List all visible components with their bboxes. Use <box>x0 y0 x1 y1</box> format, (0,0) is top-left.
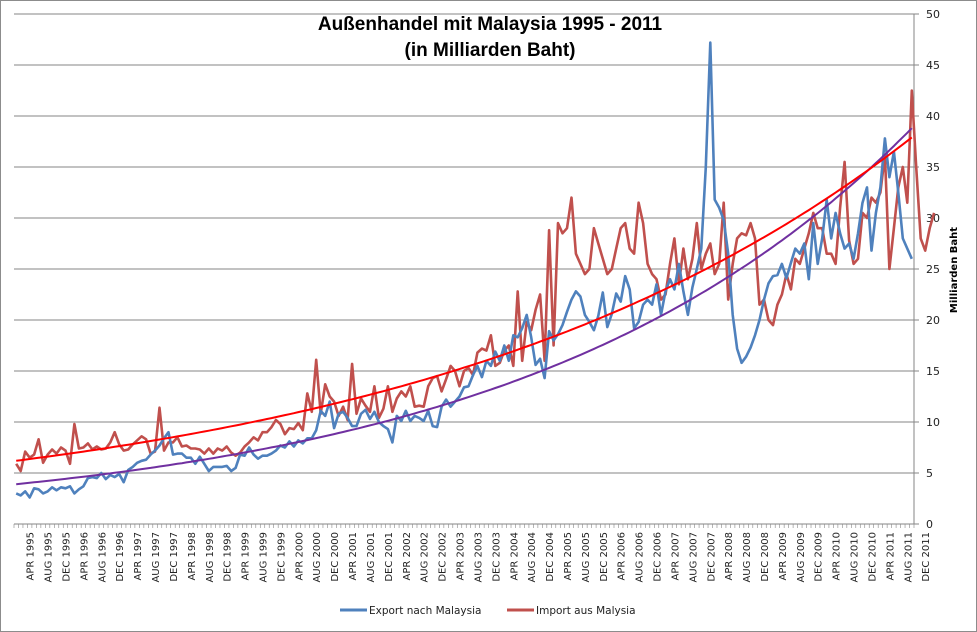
x-tick-label: AUG 1995 <box>44 532 55 583</box>
x-tick-label: APR 2005 <box>563 532 574 580</box>
x-tick-label: DEC 1996 <box>115 532 126 582</box>
x-tick-label: AUG 2007 <box>688 532 699 583</box>
y-tick-label: 20 <box>926 314 940 327</box>
x-tick-label: DEC 2005 <box>599 532 610 582</box>
trendline-trend-export <box>16 127 913 486</box>
x-tick-label: APR 2006 <box>617 532 628 580</box>
x-tick-label: DEC 1999 <box>276 532 287 582</box>
y-tick-label: 5 <box>926 467 933 480</box>
chart-title: Außenhandel mit Malaysia 1995 - 2011 (in… <box>230 12 750 64</box>
x-tick-label: APR 2010 <box>832 532 843 580</box>
legend-label-import: Import aus Malysia <box>536 605 636 617</box>
x-tick-label: APR 2009 <box>778 532 789 580</box>
x-tick-label: AUG 2006 <box>635 532 646 583</box>
x-tick-label: AUG 2011 <box>903 532 914 583</box>
x-tick-label: AUG 1996 <box>97 532 108 583</box>
series-lines <box>15 41 936 499</box>
y-tick-label: 50 <box>926 8 940 21</box>
y-tick-label: 15 <box>926 365 940 378</box>
x-tick-label: APR 2003 <box>456 532 467 580</box>
x-tick-label: DEC 2008 <box>760 532 771 582</box>
x-tick-label: DEC 2011 <box>921 532 932 582</box>
y-tick-label: 10 <box>926 416 940 429</box>
x-tick-label: APR 1998 <box>187 532 198 580</box>
x-axis: APR 1995 AUG 1995 DEC 1995 APR 1996 AUG 1996… <box>13 523 932 583</box>
chart-subtitle: (in Milliarden Baht) <box>404 40 576 61</box>
trendline-trend-import <box>16 136 913 462</box>
x-tick-label: DEC 1998 <box>223 532 234 582</box>
x-tick-label: AUG 2000 <box>312 532 323 583</box>
x-tick-label: AUG 1998 <box>205 532 216 583</box>
x-tick-label: AUG 2003 <box>473 532 484 583</box>
x-tick-label: DEC 2001 <box>384 532 395 582</box>
x-tick-label: DEC 1997 <box>169 532 180 582</box>
y-tick-label: 45 <box>926 59 940 72</box>
trendlines <box>16 127 913 486</box>
x-tick-label: AUG 2005 <box>581 532 592 583</box>
x-tick-label: DEC 2006 <box>653 532 664 582</box>
x-tick-label: APR 2000 <box>294 532 305 580</box>
x-tick-label: AUG 2008 <box>742 532 753 583</box>
x-tick-label: DEC 2003 <box>491 532 502 582</box>
y-tick-label: 0 <box>926 518 933 531</box>
legend-label-export: Export nach Malaysia <box>369 605 481 617</box>
x-tick-label: AUG 2002 <box>420 532 431 583</box>
x-tick-label: AUG 1999 <box>259 532 270 583</box>
x-tick-label: APR 2001 <box>348 532 359 580</box>
x-tick-label: APR 1996 <box>79 532 90 580</box>
legend: Export nach Malaysia Import aus Malysia <box>340 605 636 617</box>
series-line-export <box>15 41 913 499</box>
x-tick-label: DEC 2002 <box>438 532 449 582</box>
x-tick-label: APR 2004 <box>509 532 520 580</box>
x-tick-label: APR 1999 <box>241 532 252 580</box>
x-tick-label: AUG 2001 <box>366 532 377 583</box>
x-tick-label: APR 2008 <box>724 532 735 580</box>
y-tick-label: 35 <box>926 161 940 174</box>
x-tick-label: APR 1995 <box>26 532 37 580</box>
x-tick-label: AUG 2009 <box>796 532 807 583</box>
x-tick-label: APR 2011 <box>885 532 896 580</box>
chart-title-main: Außenhandel mit Malaysia 1995 - 2011 <box>317 14 663 35</box>
x-tick-label: DEC 2007 <box>706 532 717 582</box>
x-tick-label: DEC 2000 <box>330 532 341 582</box>
x-tick-label: DEC 1995 <box>61 532 72 582</box>
x-tick-label: APR 2007 <box>670 532 681 580</box>
x-tick-label: AUG 2010 <box>850 532 861 583</box>
x-tick-label: AUG 2004 <box>527 532 538 583</box>
x-tick-label: APR 2002 <box>402 532 413 580</box>
x-tick-label: DEC 2009 <box>814 532 825 582</box>
y-tick-label: 25 <box>926 263 940 276</box>
x-tick-label: AUG 1997 <box>151 532 162 583</box>
series-line-import <box>15 89 936 473</box>
x-tick-label: DEC 2010 <box>867 532 878 582</box>
y-axis-label: Milliarden Baht <box>949 227 960 313</box>
x-tick-label: APR 1997 <box>133 532 144 580</box>
x-tick-label: DEC 2004 <box>545 532 556 582</box>
y-tick-label: 40 <box>926 110 940 123</box>
